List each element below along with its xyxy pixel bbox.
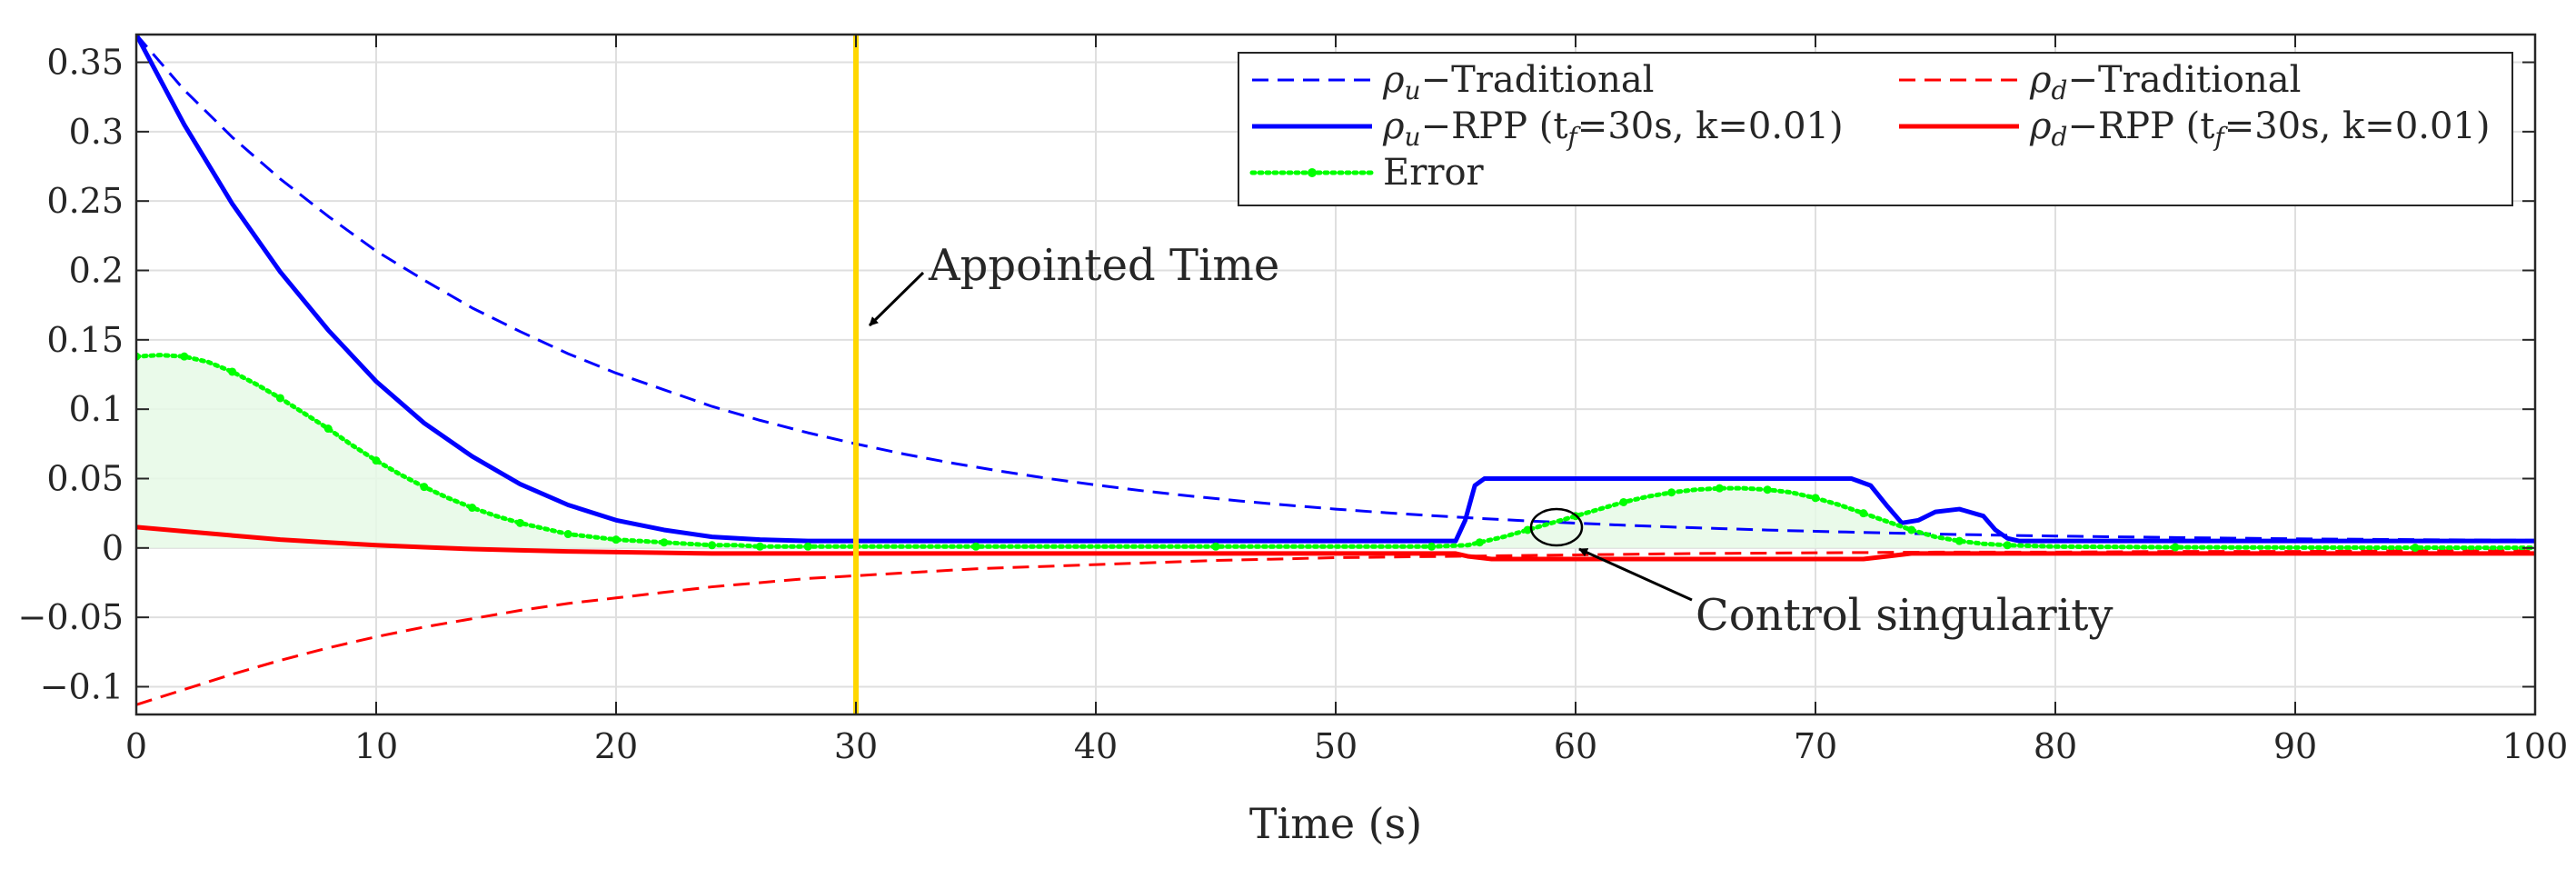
x-tick-label: 30 <box>834 726 878 766</box>
series-line-error <box>136 353 2535 551</box>
legend-entry-rho-d-traditional: ρd−Traditional <box>1899 59 2301 105</box>
legend-label-rho-u-rpp: ρu−RPP (tf=30s, k=0.01) <box>1382 105 1844 152</box>
appointed-time-label: Appointed Time <box>928 240 1279 291</box>
appointed-time-arrow <box>868 271 925 327</box>
legend-rho-u-trad-sub: u <box>1405 75 1421 105</box>
x-axis-ticks: 0 10 20 30 40 50 60 70 80 90 100 <box>125 35 2568 766</box>
error-marker-point <box>275 394 284 403</box>
y-tick-label: 0.05 <box>46 458 124 498</box>
error-marker-point <box>1763 485 1772 494</box>
legend-box <box>1238 52 2513 206</box>
x-tick-label: 80 <box>2034 726 2077 766</box>
control-singularity-arrow <box>1578 547 1693 602</box>
legend-rho-d-trad-rest: −Traditional <box>2067 59 2301 101</box>
legend-rho-u-rpp-sub: u <box>1405 122 1421 152</box>
error-marker-point <box>372 456 381 465</box>
error-marker-point <box>2171 543 2180 552</box>
error-marker-point <box>1475 538 1484 547</box>
legend-rho-u-trad-main: ρ <box>1382 59 1405 101</box>
legend-rho-u-rpp-rest: −RPP (t <box>1421 105 1568 147</box>
error-marker-point <box>228 367 237 376</box>
legend-rho-u-rpp-main: ρ <box>1382 105 1405 147</box>
legend-rho-d-rpp-main: ρ <box>2029 105 2052 147</box>
error-marker-point <box>323 425 333 434</box>
error-marker-point <box>1619 497 1628 506</box>
error-marker-point <box>420 483 429 492</box>
error-marker-point <box>1211 542 1220 551</box>
y-tick-label: 0.35 <box>46 43 124 83</box>
error-fill-region <box>136 355 2535 548</box>
legend-rho-u-rpp-rest2: =30s, k=0.01) <box>1577 105 1844 147</box>
error-marker-point <box>1427 542 1437 551</box>
x-tick-label: 10 <box>354 726 398 766</box>
error-marker-point <box>563 530 572 539</box>
legend-rho-d-rpp-rest2: =30s, k=0.01) <box>2224 105 2491 147</box>
error-marker-point <box>1954 536 1964 545</box>
error-marker-point <box>971 542 980 551</box>
error-marker-point <box>515 518 524 527</box>
y-tick-label: −0.1 <box>40 666 124 706</box>
y-tick-label: 0.1 <box>69 389 124 429</box>
error-marker-point <box>803 542 812 551</box>
legend-label-rho-d-traditional: ρd−Traditional <box>2029 59 2301 105</box>
x-tick-label: 100 <box>2502 726 2569 766</box>
x-tick-label: 0 <box>125 726 147 766</box>
control-singularity-annotation: Control singularity <box>1529 507 2114 641</box>
legend-label-error: Error <box>1383 152 1485 194</box>
y-axis-ticks: −0.1 −0.05 0 0.05 0.1 0.15 0.2 0.25 0.3 0.35 <box>18 43 2535 706</box>
error-marker-point <box>1907 525 1916 534</box>
y-tick-label: −0.05 <box>18 597 124 637</box>
error-marker-point <box>755 542 764 551</box>
legend-rho-d-rpp-sub: d <box>2052 122 2068 152</box>
legend-rho-u-trad-rest: −Traditional <box>1421 59 1655 101</box>
error-marker-point <box>2003 541 2012 550</box>
y-tick-label: 0.25 <box>46 181 124 221</box>
y-tick-label: 0.15 <box>46 320 124 360</box>
legend: ρu−Traditional ρu−RPP (tf=30s, k=0.01) E… <box>1238 52 2513 206</box>
legend-rho-d-trad-main: ρ <box>2029 59 2052 101</box>
x-tick-label: 40 <box>1074 726 1118 766</box>
x-tick-label: 90 <box>2273 726 2317 766</box>
legend-swatch-error-marker <box>1308 168 1317 177</box>
error-marker-point <box>708 541 717 550</box>
error-marker-point <box>1859 509 1868 518</box>
error-marker-point <box>1715 484 1724 493</box>
error-marker-point <box>1811 494 1820 503</box>
x-tick-label: 50 <box>1314 726 1358 766</box>
error-marker-point <box>2411 544 2420 553</box>
x-tick-label: 20 <box>594 726 638 766</box>
singularity-circle-marker <box>1529 507 1584 547</box>
y-tick-label: 0.2 <box>69 251 124 291</box>
appointed-time-annotation: Appointed Time <box>868 240 1279 327</box>
control-singularity-label: Control singularity <box>1696 590 2114 641</box>
y-tick-label: 0 <box>102 528 124 568</box>
error-fill-area <box>136 355 2535 548</box>
error-marker-point <box>612 535 621 544</box>
error-marker-point <box>1667 488 1676 497</box>
x-tick-label: 70 <box>1794 726 1837 766</box>
legend-entry-rho-d-rpp: ρd−RPP (tf=30s, k=0.01) <box>1899 105 2490 152</box>
error-marker-point <box>468 504 477 513</box>
y-tick-label: 0.3 <box>69 112 124 152</box>
legend-entry-rho-u-rpp: ρu−RPP (tf=30s, k=0.01) <box>1252 105 1844 152</box>
error-marker-point <box>1523 525 1532 534</box>
error-marker-point <box>660 538 669 547</box>
legend-rho-d-rpp-rest: −RPP (t <box>2067 105 2214 147</box>
legend-label-rho-d-rpp: ρd−RPP (tf=30s, k=0.01) <box>2029 105 2490 152</box>
x-tick-label: 60 <box>1554 726 1597 766</box>
x-axis-title: Time (s) <box>1249 799 1422 848</box>
series-line-rho-u-rpp <box>136 35 2535 544</box>
legend-rho-d-trad-sub: d <box>2052 75 2068 105</box>
legend-entry-error: Error <box>1249 152 1485 194</box>
legend-entry-rho-u-traditional: ρu−Traditional <box>1252 59 1654 105</box>
series-line-rho-u-traditional <box>136 35 2535 542</box>
legend-label-rho-u-traditional: ρu−Traditional <box>1382 59 1654 105</box>
error-marker-point <box>180 352 189 361</box>
